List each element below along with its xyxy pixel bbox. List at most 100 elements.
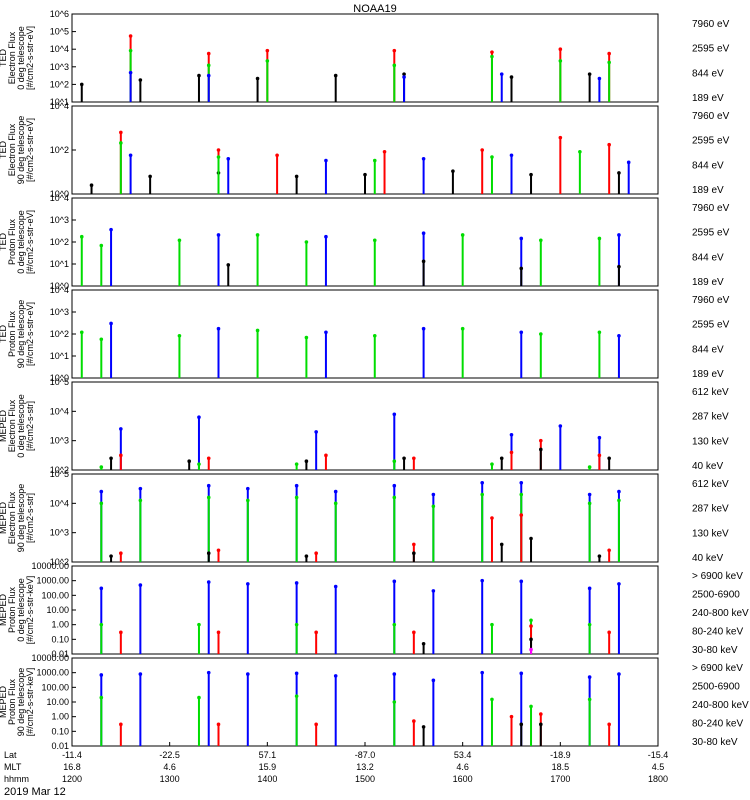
- data-point: [216, 155, 221, 159]
- data-point: [119, 141, 123, 145]
- panel-frame: [71, 197, 659, 287]
- data-point: [363, 172, 367, 177]
- data-point: [206, 63, 211, 68]
- data-point: [314, 630, 318, 635]
- y-tick-label: 10^2: [50, 465, 69, 475]
- y-tick-label: 10^1: [50, 351, 69, 361]
- y-axis-label-line: Proton Flux: [7, 310, 17, 357]
- data-point: [382, 149, 387, 154]
- data-point: [597, 435, 602, 440]
- y-axis-label-line: MEPED: [0, 594, 8, 627]
- legend-entry: 30-80 keV: [692, 645, 738, 656]
- data-point: [421, 231, 426, 235]
- data-point: [509, 75, 514, 79]
- data-point: [519, 671, 524, 676]
- data-point: [255, 233, 260, 237]
- data-point: [539, 332, 543, 336]
- data-point: [460, 233, 465, 237]
- data-point: [177, 333, 182, 338]
- data-point: [421, 157, 426, 161]
- legend-entry: 844 eV: [692, 252, 724, 263]
- y-tick-label: 100.00: [41, 590, 69, 600]
- series-1: [79, 326, 602, 378]
- y-axis-label-line: TED: [0, 324, 8, 343]
- legend-entry: 30-80 keV: [692, 737, 738, 748]
- y-tick-label: 10^4: [50, 285, 69, 295]
- series-4: [529, 647, 533, 654]
- data-point: [128, 48, 133, 53]
- panel-ted-proton-0deg: 10^0 10^1 10^2 10^3 10^4 TEDProton Flux0 deg …: [0, 193, 730, 291]
- series-2: [119, 513, 611, 562]
- y-axis-label-line: 90 deg telescope: [16, 300, 26, 369]
- panel-meped-electron-90deg: 10^2 10^3 10^4 10^5 MEPEDElectron Flux90 deg…: [0, 469, 729, 567]
- series-1: [99, 459, 592, 470]
- y-axis-label-line: [#/cm2-s-str-keV]: [25, 576, 35, 645]
- data-point: [138, 498, 143, 503]
- y-axis-label-line: [#/cm2-s-str-eV]: [25, 210, 35, 274]
- y-axis-label-line: TED: [0, 48, 8, 67]
- y-axis-label-line: 90 deg telescope: [16, 116, 26, 185]
- data-point: [372, 238, 377, 243]
- data-point: [392, 483, 397, 488]
- y-axis-label: MEPEDElectron Flux0 deg telescope[#/cm2-…: [0, 394, 35, 458]
- data-point: [509, 433, 514, 437]
- data-point: [216, 326, 221, 331]
- data-point: [587, 501, 592, 506]
- data-point: [109, 456, 113, 461]
- data-point: [392, 48, 397, 53]
- data-point: [206, 551, 211, 555]
- data-point: [392, 459, 397, 464]
- data-point: [206, 456, 211, 461]
- data-point: [617, 171, 621, 175]
- data-point: [490, 155, 494, 159]
- data-point: [529, 536, 533, 541]
- data-point: [246, 582, 250, 586]
- y-axis-label-line: 0 deg telescope: [16, 210, 26, 274]
- legend-entry: 2500-6900: [692, 682, 740, 693]
- data-point: [607, 722, 611, 727]
- data-point: [392, 622, 397, 627]
- y-tick-label: 10^5: [50, 377, 69, 387]
- x-tick-value: 1500: [355, 774, 375, 784]
- data-point: [216, 548, 221, 553]
- y-axis-label: TEDElectron Flux90 deg telescope[#/cm2-s…: [0, 116, 35, 185]
- data-point: [294, 581, 299, 585]
- x-tick-value: -22.5: [159, 750, 180, 760]
- series-0: [89, 169, 621, 194]
- data-point: [431, 589, 436, 593]
- x-row-label: Lat: [4, 750, 17, 760]
- data-point: [539, 238, 543, 243]
- data-point: [519, 492, 524, 497]
- y-axis-label-line: Electron Flux: [7, 31, 17, 84]
- data-point: [490, 54, 494, 59]
- data-point: [119, 453, 123, 458]
- legend-entry: 189 eV: [692, 369, 724, 380]
- x-tick-value: 57.1: [259, 750, 277, 760]
- data-point: [587, 586, 592, 591]
- legend-entry: 287 keV: [692, 504, 729, 515]
- y-tick-label: 10^3: [50, 307, 69, 317]
- data-point: [587, 72, 592, 76]
- data-point: [617, 498, 621, 503]
- series-2: [119, 624, 611, 654]
- data-point: [607, 456, 611, 461]
- legend-entry: 2595 eV: [692, 320, 730, 331]
- data-point: [99, 501, 104, 506]
- series-0: [99, 481, 621, 562]
- legend-entry: 2595 eV: [692, 44, 730, 55]
- legend-entry: 240-800 keV: [692, 700, 749, 711]
- y-axis-label: MEPEDProton Flux90 deg telescope[#/cm2-s…: [0, 668, 35, 737]
- legend-entry: 40 keV: [692, 553, 723, 564]
- legend-entry: 2595 eV: [692, 136, 730, 147]
- data-point: [607, 60, 611, 65]
- data-point: [255, 76, 260, 81]
- x-tick-value: -18.9: [550, 750, 571, 760]
- data-point: [392, 579, 397, 584]
- series-1: [99, 618, 592, 654]
- y-axis-label-line: [#/cm2-s-str-eV]: [25, 118, 35, 182]
- data-point: [519, 513, 524, 517]
- y-tick-label: 10^2: [50, 237, 69, 247]
- data-point: [402, 456, 406, 461]
- y-tick-label: 1.00: [51, 620, 69, 630]
- data-point: [119, 630, 123, 635]
